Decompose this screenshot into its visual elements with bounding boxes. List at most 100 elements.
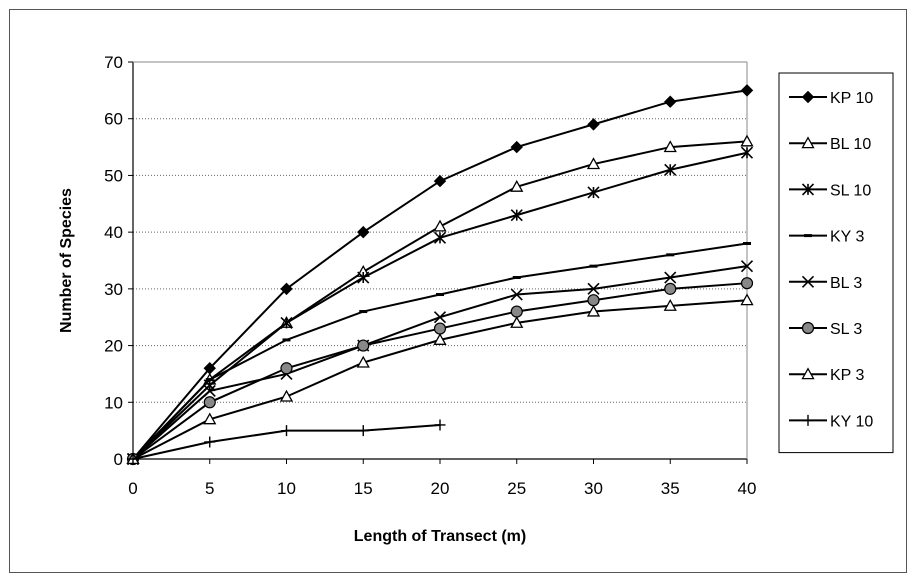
data-point: [740, 260, 754, 273]
data-point: [282, 338, 291, 342]
data-point: [434, 419, 446, 431]
legend-label: SL 3: [830, 321, 862, 338]
x-tick-label: 40: [738, 479, 757, 498]
data-point: [740, 277, 754, 290]
data-point: [280, 362, 293, 375]
data-point: [740, 84, 754, 97]
legend-marker: [802, 414, 814, 426]
data-point: [586, 304, 601, 317]
data-point: [280, 282, 293, 296]
data-point: [510, 179, 524, 192]
series-kp3: [126, 293, 754, 465]
legend: KP 10 BL 10 SL 10 KY 3 BL 3 SL 3 KP 3 KY 10: [778, 72, 894, 454]
data-point: [357, 339, 370, 352]
legend-item: SL 10: [789, 182, 871, 199]
data-point: [512, 276, 521, 280]
data-point: [664, 271, 677, 284]
legend-marker: [801, 321, 815, 335]
data-point: [664, 95, 677, 108]
data-point: [663, 299, 677, 311]
x-tick-label: 35: [661, 479, 680, 498]
data-point: [666, 253, 675, 257]
x-tick-label: 10: [277, 479, 296, 498]
data-point: [587, 282, 600, 295]
data-point: [203, 379, 216, 392]
data-point: [127, 453, 139, 465]
legend-label: KY 10: [830, 413, 873, 430]
data-point: [357, 225, 370, 239]
axes: [128, 61, 748, 464]
data-point: [433, 333, 447, 345]
legend-marker: [801, 136, 815, 149]
legend-label: KP 10: [830, 90, 873, 107]
legend-item: KY 3: [789, 229, 865, 246]
data-point: [433, 322, 447, 335]
data-point: [433, 231, 447, 244]
data-point: [433, 219, 447, 232]
data-point: [359, 310, 368, 314]
series-group: [126, 84, 754, 466]
x-axis-title: Length of Transect (m): [354, 528, 526, 545]
data-point: [587, 294, 600, 307]
y-tick-label: 50: [104, 166, 123, 185]
legend-label: KP 3: [830, 367, 865, 384]
data-point: [510, 305, 523, 318]
series-ky3: [129, 241, 751, 461]
legend-item: KP 10: [789, 90, 873, 107]
data-point: [436, 293, 444, 297]
x-tick-label: 5: [205, 479, 214, 498]
legend-marker: [801, 183, 815, 196]
legend-label: KY 3: [830, 229, 865, 246]
data-point: [743, 241, 751, 245]
data-point: [589, 264, 598, 268]
data-point: [205, 378, 214, 382]
legend-item: BL 10: [789, 136, 871, 153]
data-point: [740, 146, 754, 159]
legend-item: KY 10: [789, 413, 873, 430]
series-sl3: [126, 277, 754, 466]
x-tick-label: 30: [584, 479, 603, 498]
y-tick-label: 0: [114, 450, 123, 469]
y-tick-label: 40: [104, 223, 123, 242]
data-point: [203, 396, 216, 409]
data-point: [664, 163, 677, 176]
data-point: [203, 412, 217, 425]
data-point: [587, 186, 600, 199]
x-tick-label: 20: [431, 479, 450, 498]
y-tick-label: 30: [104, 280, 123, 299]
legend-label: SL 10: [830, 182, 871, 199]
legend-item: KP 3: [789, 367, 865, 384]
data-point: [356, 355, 370, 368]
data-point: [664, 282, 677, 295]
data-point: [280, 316, 293, 329]
data-point: [510, 140, 523, 154]
legend-label: BL 3: [830, 275, 862, 292]
data-point: [203, 384, 216, 398]
legend-box: [778, 72, 894, 454]
legend-marker: [801, 90, 815, 104]
y-tick-label: 70: [104, 53, 123, 72]
legend-marker: [801, 275, 815, 288]
data-point: [663, 140, 677, 153]
legend-marker: [804, 234, 812, 238]
data-point: [433, 311, 447, 324]
x-tick-label: 0: [128, 479, 137, 498]
data-point: [587, 118, 600, 131]
data-point: [586, 157, 601, 170]
y-tick-labels: 0 10 20 30 40 50 60 70: [104, 53, 123, 469]
series-ky10: [127, 419, 446, 465]
x-tick-label: 25: [507, 479, 526, 498]
data-point: [281, 425, 292, 437]
data-point: [433, 174, 447, 188]
y-axis-title: Number of Species: [58, 188, 75, 333]
y-tick-label: 10: [104, 393, 123, 412]
x-tick-label: 15: [354, 479, 373, 498]
data-point: [510, 288, 523, 301]
plot-area: [133, 62, 747, 459]
x-tick-labels: 0 5 10 15 20 25 30 35 40: [128, 479, 756, 498]
data-point: [204, 436, 216, 448]
data-point: [740, 134, 754, 147]
data-point: [510, 316, 524, 328]
data-point: [740, 293, 754, 306]
